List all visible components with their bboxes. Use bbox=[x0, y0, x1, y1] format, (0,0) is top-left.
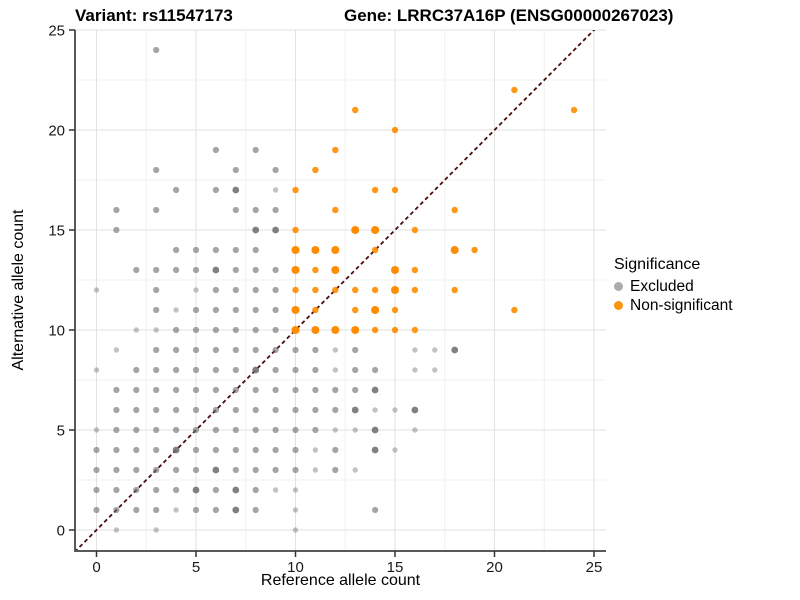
svg-text:10: 10 bbox=[287, 559, 304, 576]
legend-item-label: Excluded bbox=[630, 277, 694, 295]
svg-text:5: 5 bbox=[192, 559, 200, 576]
legend: Significance Excluded Non-significant bbox=[614, 256, 733, 315]
excluded-dot-icon bbox=[614, 282, 623, 291]
legend-item-excluded: Excluded bbox=[614, 277, 733, 296]
svg-text:15: 15 bbox=[387, 559, 404, 576]
plot-title-gene: Gene: LRRC37A16P (ENSG00000267023) bbox=[344, 6, 674, 25]
svg-text:25: 25 bbox=[586, 559, 603, 576]
svg-text:20: 20 bbox=[48, 123, 65, 140]
svg-text:20: 20 bbox=[486, 559, 503, 576]
legend-item-label: Non-significant bbox=[630, 296, 733, 314]
non-significant-dot-icon bbox=[614, 301, 623, 310]
plot-title-variant: Variant: rs11547173 bbox=[75, 6, 233, 25]
legend-item-non-significant: Non-significant bbox=[614, 296, 733, 315]
svg-text:0: 0 bbox=[92, 559, 100, 576]
svg-text:10: 10 bbox=[48, 323, 65, 340]
x-axis-title: Reference allele count bbox=[260, 572, 421, 589]
y-axis-title: Alternative allele count bbox=[10, 209, 27, 371]
svg-text:5: 5 bbox=[57, 423, 65, 440]
svg-text:25: 25 bbox=[48, 23, 65, 40]
svg-text:15: 15 bbox=[48, 223, 65, 240]
legend-title: Significance bbox=[614, 256, 701, 273]
svg-text:0: 0 bbox=[57, 523, 65, 540]
